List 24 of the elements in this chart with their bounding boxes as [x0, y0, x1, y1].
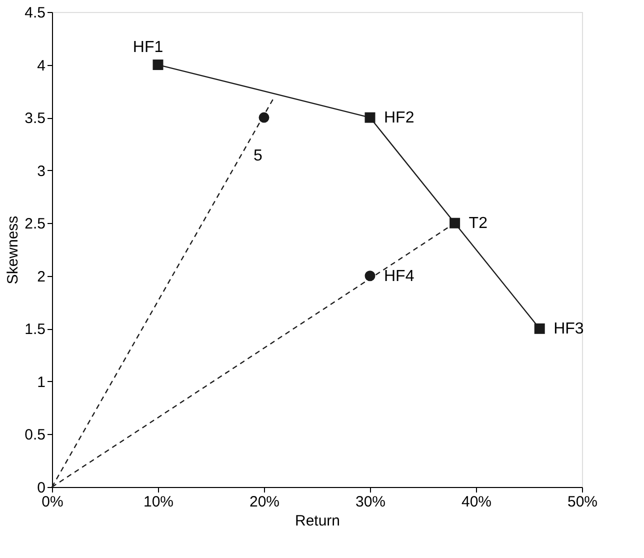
annotation: T2	[468, 215, 488, 232]
annotation: HF4	[384, 268, 414, 285]
x-tick-label: 50%	[567, 494, 598, 510]
annotation: 5	[254, 148, 263, 165]
y-tick-label: 0	[37, 480, 46, 496]
x-tick-label: 20%	[249, 494, 280, 510]
x-tick-label: 10%	[143, 494, 174, 510]
y-tick-label: 1.5	[24, 321, 46, 338]
y-tick-label: 3	[37, 162, 46, 180]
x-axis-title: Return	[294, 512, 340, 530]
annotation: HF2	[384, 110, 414, 127]
x-tick-label: 0%	[42, 494, 64, 510]
y-tick-label: 4.5	[24, 4, 46, 22]
y-tick-label: 3.5	[24, 110, 46, 128]
annotation: HF1	[132, 38, 164, 56]
y-tick-label: 2	[37, 268, 46, 286]
y-tick-label: 1	[37, 374, 46, 391]
y-axis-title: Skewness	[4, 216, 22, 284]
y-tick-label: 0.5	[24, 426, 46, 444]
annotation: HF3	[554, 320, 584, 338]
y-tick-label: 2.5	[24, 216, 46, 233]
y-tick-label: 4	[37, 57, 46, 74]
x-tick-label: 30%	[355, 494, 386, 510]
x-tick-label: 40%	[461, 494, 492, 510]
